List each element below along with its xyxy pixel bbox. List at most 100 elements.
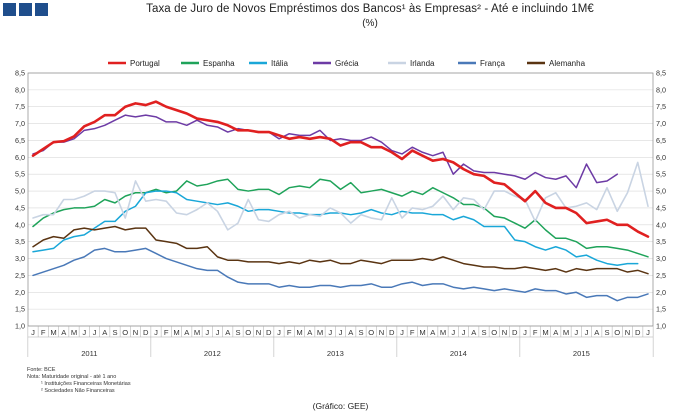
legend-label: Grécia xyxy=(335,59,359,68)
legend-label: Irlanda xyxy=(410,59,435,68)
logo-square xyxy=(35,3,48,16)
year-label: 2014 xyxy=(450,349,467,358)
x-tick-label: D xyxy=(143,328,149,337)
series-line-5 xyxy=(32,247,649,302)
x-tick-label: F xyxy=(410,328,415,337)
y-tick-label-right: 4,0 xyxy=(656,220,666,229)
x-tick-label: N xyxy=(379,328,384,337)
x-tick-label: J xyxy=(574,328,578,337)
y-tick-label-left: 4,5 xyxy=(15,203,25,212)
x-tick-label: A xyxy=(225,328,231,337)
y-tick-label-right: 5,5 xyxy=(656,170,666,179)
x-tick-label: M xyxy=(194,328,200,337)
x-tick-label: O xyxy=(122,328,128,337)
footnote-2: ² Sociedades Não Financeiras xyxy=(41,388,115,394)
y-tick-label-left: 5,5 xyxy=(15,170,25,179)
x-tick-label: J xyxy=(205,328,209,337)
y-tick-label-left: 1,0 xyxy=(15,322,25,331)
x-tick-label: O xyxy=(368,328,374,337)
year-label: 2011 xyxy=(81,349,97,358)
x-tick-label: M xyxy=(50,328,56,337)
x-tick-label: J xyxy=(339,328,343,337)
y-tick-label-left: 8,0 xyxy=(15,85,25,94)
x-tick-label: D xyxy=(635,328,641,337)
x-tick-label: A xyxy=(184,328,190,337)
series-line-3 xyxy=(32,114,618,189)
x-tick-label: J xyxy=(646,328,650,337)
x-tick-label: J xyxy=(400,328,404,337)
x-tick-label: J xyxy=(451,328,455,337)
x-tick-label: N xyxy=(625,328,630,337)
x-tick-label: J xyxy=(216,328,220,337)
y-tick-label-left: 1,5 xyxy=(15,305,25,314)
x-tick-label: D xyxy=(512,328,518,337)
x-tick-label: M xyxy=(173,328,179,337)
x-tick-label: J xyxy=(82,328,86,337)
x-tick-label: M xyxy=(296,328,302,337)
chart-title: Taxa de Juro de Novos Empréstimos dos Ba… xyxy=(146,3,594,15)
year-label: 2012 xyxy=(204,349,221,358)
x-tick-label: F xyxy=(287,328,292,337)
y-tick-label-left: 7,0 xyxy=(15,119,25,128)
x-tick-label: J xyxy=(154,328,158,337)
legend-label: Itália xyxy=(271,59,288,68)
y-tick-label-right: 7,5 xyxy=(656,102,666,111)
y-tick-label-left: 6,0 xyxy=(15,153,25,162)
x-tick-label: M xyxy=(440,328,446,337)
chart-unit: (%) xyxy=(362,18,378,29)
gee-logo xyxy=(3,3,48,16)
x-tick-label: J xyxy=(277,328,281,337)
x-tick-label: A xyxy=(430,328,436,337)
x-tick-label: M xyxy=(419,328,425,337)
y-tick-label-left: 5,0 xyxy=(15,187,25,196)
y-tick-label-left: 2,0 xyxy=(15,288,25,297)
x-tick-label: J xyxy=(462,328,466,337)
y-tick-label-right: 6,0 xyxy=(656,153,666,162)
footnotes: Fonte: BCE Nota: Maturidade original - a… xyxy=(27,367,131,395)
year-label: 2015 xyxy=(573,349,590,358)
y-tick-label-right: 6,5 xyxy=(656,136,666,145)
x-tick-label: J xyxy=(523,328,527,337)
x-tick-label: M xyxy=(563,328,569,337)
x-tick-label: A xyxy=(102,328,108,337)
legend-label: França xyxy=(480,59,505,68)
y-tick-label-left: 4,0 xyxy=(15,220,25,229)
logo-square xyxy=(3,3,16,16)
y-tick-label-right: 7,0 xyxy=(656,119,666,128)
legend-label: Portugal xyxy=(130,59,160,68)
series-line-0 xyxy=(31,100,650,238)
year-label: 2013 xyxy=(327,349,344,358)
x-tick-label: A xyxy=(594,328,600,337)
y-tick-label-left: 3,5 xyxy=(15,237,25,246)
y-tick-label-right: 8,0 xyxy=(656,85,666,94)
y-tick-label-left: 6,5 xyxy=(15,136,25,145)
y-tick-label-right: 4,5 xyxy=(656,203,666,212)
x-tick-label: M xyxy=(71,328,77,337)
x-tick-label: F xyxy=(41,328,46,337)
series-line-2 xyxy=(32,190,639,267)
y-tick-label-right: 2,0 xyxy=(656,288,666,297)
x-tick-label: N xyxy=(502,328,507,337)
x-tick-label: S xyxy=(481,328,486,337)
x-tick-label: M xyxy=(317,328,323,337)
x-tick-label: A xyxy=(553,328,559,337)
y-tick-label-right: 1,5 xyxy=(656,305,666,314)
y-tick-label-right: 1,0 xyxy=(656,322,666,331)
x-tick-label: J xyxy=(31,328,35,337)
legend-label: Alemanha xyxy=(549,59,586,68)
x-tick-label: O xyxy=(491,328,497,337)
y-tick-label-right: 8,5 xyxy=(656,69,666,78)
y-tick-label-right: 3,0 xyxy=(656,254,666,263)
y-tick-label-right: 3,5 xyxy=(656,237,666,246)
y-tick-label-left: 3,0 xyxy=(15,254,25,263)
y-tick-label-right: 2,5 xyxy=(656,271,666,280)
logo-square xyxy=(19,3,32,16)
x-tick-label: F xyxy=(164,328,169,337)
x-tick-label: S xyxy=(112,328,117,337)
x-tick-label: S xyxy=(604,328,609,337)
x-tick-label: J xyxy=(585,328,589,337)
x-tick-label: A xyxy=(307,328,313,337)
legend-label: Espanha xyxy=(203,59,235,68)
x-tick-label: O xyxy=(614,328,620,337)
